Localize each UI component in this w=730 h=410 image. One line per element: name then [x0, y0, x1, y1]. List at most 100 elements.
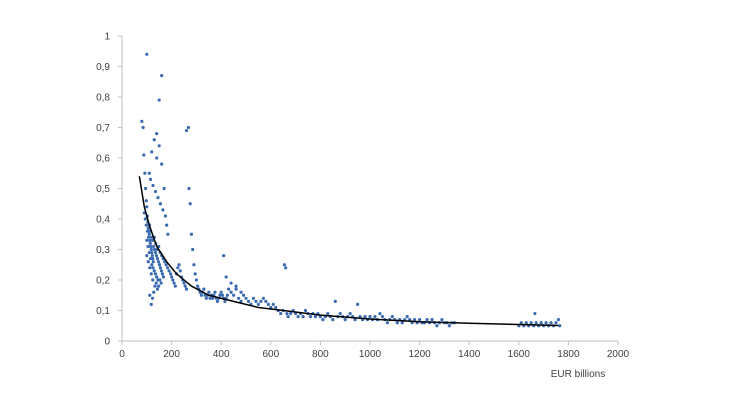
x-tick-label: 1000: [359, 349, 382, 360]
data-point: [146, 226, 150, 230]
data-point: [149, 235, 154, 239]
data-point: [148, 266, 152, 270]
data-point: [239, 299, 243, 303]
data-point: [155, 132, 159, 136]
data-point: [157, 144, 161, 148]
y-tick-label: 0,2: [96, 276, 110, 287]
data-point: [184, 287, 189, 291]
data-point: [208, 296, 212, 300]
x-tick-label: 1200: [408, 349, 431, 360]
data-point: [182, 281, 186, 285]
y-tick-label: 1: [104, 32, 110, 43]
data-point: [229, 290, 233, 294]
data-point: [189, 232, 194, 236]
data-point: [373, 315, 377, 319]
data-point: [152, 290, 156, 294]
data-point: [296, 315, 300, 319]
data-point: [348, 311, 352, 316]
y-tick-label: 0,5: [96, 184, 110, 195]
data-point: [166, 266, 170, 270]
data-point: [236, 296, 241, 300]
data-point: [554, 321, 558, 325]
data-point: [232, 293, 236, 297]
y-tick-label: 0,6: [96, 154, 110, 165]
data-point: [219, 290, 223, 294]
data-point: [405, 315, 409, 319]
data-point: [154, 281, 158, 285]
data-point: [229, 281, 233, 285]
data-point: [148, 257, 153, 261]
data-point: [234, 284, 238, 288]
data-point: [160, 74, 164, 78]
data-point: [220, 293, 225, 297]
data-point: [153, 284, 157, 288]
data-point: [150, 254, 154, 258]
data-point: [380, 315, 384, 319]
data-point: [149, 272, 153, 276]
data-point: [147, 250, 151, 255]
data-point: [244, 296, 248, 300]
scatter-points: [140, 52, 562, 328]
data-point: [289, 311, 293, 316]
data-point: [144, 223, 148, 227]
data-point: [152, 247, 157, 252]
data-point: [183, 284, 187, 288]
data-point: [213, 290, 217, 294]
data-point: [151, 183, 155, 188]
data-point: [199, 293, 203, 297]
data-point: [202, 287, 206, 291]
data-point: [143, 217, 147, 221]
data-point: [549, 321, 553, 325]
data-point: [435, 324, 439, 328]
data-point: [194, 278, 198, 282]
data-point: [343, 318, 347, 322]
data-point: [155, 275, 159, 279]
data-point: [164, 263, 168, 267]
x-tick-label: 1600: [508, 349, 531, 360]
data-point: [286, 315, 290, 319]
data-point: [154, 254, 159, 258]
data-point: [151, 257, 155, 261]
data-point: [251, 296, 256, 300]
y-tick-label: 0,7: [96, 123, 110, 134]
data-point: [301, 315, 305, 319]
data-point: [363, 315, 367, 319]
trendline: [138, 176, 559, 327]
data-point: [261, 296, 265, 300]
x-tick-label: 800: [312, 349, 329, 360]
x-tick-label: 2000: [607, 349, 630, 360]
data-point: [385, 321, 389, 325]
data-point: [196, 284, 200, 288]
data-point: [144, 199, 148, 203]
data-point: [153, 189, 158, 194]
data-point: [534, 321, 538, 325]
data-point: [234, 287, 238, 291]
data-point: [148, 293, 152, 297]
data-point: [184, 128, 189, 133]
data-point: [418, 318, 422, 322]
data-point: [353, 318, 357, 322]
data-point: [224, 275, 228, 279]
data-point: [524, 321, 528, 325]
y-tick-label: 0: [104, 337, 110, 348]
data-point: [155, 287, 160, 291]
data-point: [151, 244, 156, 249]
data-point: [271, 302, 275, 306]
data-point: [440, 318, 444, 322]
data-point: [146, 235, 151, 239]
x-axis-title: EUR billions: [551, 369, 605, 380]
data-point: [215, 299, 220, 303]
data-point: [148, 177, 153, 181]
data-point: [188, 202, 192, 206]
data-point: [157, 263, 162, 267]
data-point: [142, 153, 146, 157]
data-point: [558, 324, 562, 328]
y-tick-label: 0,1: [96, 306, 110, 317]
data-point: [166, 232, 170, 236]
data-point: [246, 299, 251, 303]
data-point: [187, 186, 191, 191]
y-tick-label: 0,9: [96, 62, 110, 73]
data-point: [321, 318, 325, 322]
